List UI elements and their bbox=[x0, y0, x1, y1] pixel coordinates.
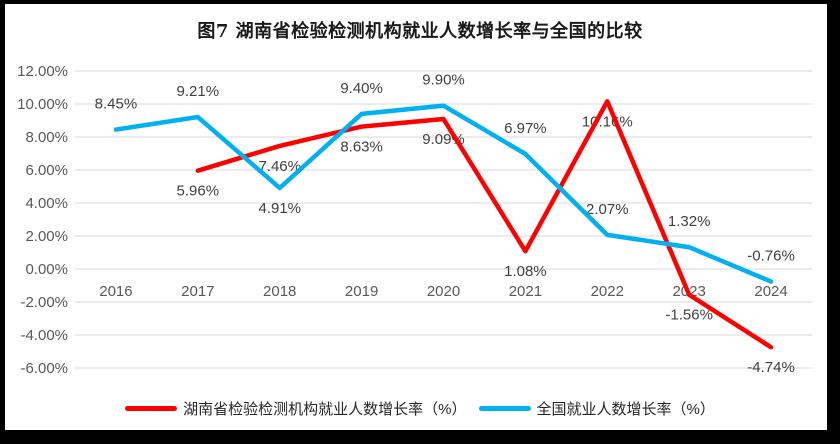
y-axis-tick-label: 12.00% bbox=[17, 63, 68, 80]
legend-item-national: 全国就业人数增长率（%） bbox=[478, 398, 715, 419]
x-axis-tick-label: 2018 bbox=[263, 283, 296, 300]
data-label: 7.46% bbox=[258, 158, 301, 175]
x-axis-tick-label: 2019 bbox=[345, 283, 378, 300]
y-axis-tick-label: 8.00% bbox=[25, 129, 68, 146]
legend-label-national: 全国就业人数增长率（%） bbox=[536, 400, 715, 418]
y-axis-tick-label: -6.00% bbox=[20, 360, 68, 377]
data-label: 1.32% bbox=[668, 213, 711, 230]
legend-line-swatch-hunan bbox=[125, 405, 178, 411]
data-label: -1.56% bbox=[665, 307, 713, 324]
x-axis-tick-label: 2024 bbox=[754, 283, 787, 300]
chart-canvas bbox=[5, 4, 827, 430]
series-line-national bbox=[113, 103, 774, 284]
y-axis-tick-label: 10.00% bbox=[17, 96, 68, 113]
legend-label-hunan: 湖南省检验检测机构就业人数增长率（%） bbox=[183, 400, 467, 418]
y-axis-tick-label: 6.00% bbox=[25, 162, 68, 179]
series-line-hunan bbox=[195, 99, 774, 350]
y-axis-tick-label: 4.00% bbox=[25, 195, 68, 212]
y-axis-tick-label: -4.00% bbox=[20, 327, 68, 344]
x-axis-tick-label: 2017 bbox=[181, 283, 214, 300]
y-axis-tick-label: 0.00% bbox=[25, 261, 68, 278]
x-axis-tick-label: 2021 bbox=[509, 283, 542, 300]
data-label: 8.45% bbox=[95, 96, 138, 113]
data-label: -0.76% bbox=[747, 248, 795, 265]
legend-line-swatch-national bbox=[478, 405, 531, 411]
data-label: 6.97% bbox=[504, 120, 547, 137]
x-axis-tick-label: 2020 bbox=[427, 283, 460, 300]
data-label: 4.91% bbox=[258, 200, 301, 217]
data-label: 1.08% bbox=[504, 263, 547, 280]
y-axis-tick-label: -2.00% bbox=[20, 294, 68, 311]
data-label: -4.74% bbox=[747, 359, 795, 376]
data-label: 9.21% bbox=[177, 83, 220, 100]
x-axis-tick-label: 2016 bbox=[99, 283, 132, 300]
data-label: 10.16% bbox=[582, 113, 633, 130]
x-axis-tick-label: 2022 bbox=[591, 283, 624, 300]
data-label: 9.40% bbox=[340, 80, 383, 97]
chart-title: 图7 湖南省检验检测机构就业人数增长率与全国的比较 bbox=[197, 21, 643, 42]
data-label: 2.07% bbox=[586, 201, 629, 218]
data-label: 9.90% bbox=[422, 72, 465, 89]
data-label: 5.96% bbox=[177, 183, 220, 200]
chart-legend: 湖南省检验检测机构就业人数增长率（%） 全国就业人数增长率（%） bbox=[0, 398, 840, 418]
y-axis-tick-label: 2.00% bbox=[25, 228, 68, 245]
data-label: 8.63% bbox=[340, 139, 383, 156]
legend-item-hunan: 湖南省检验检测机构就业人数增长率（%） bbox=[125, 398, 467, 419]
